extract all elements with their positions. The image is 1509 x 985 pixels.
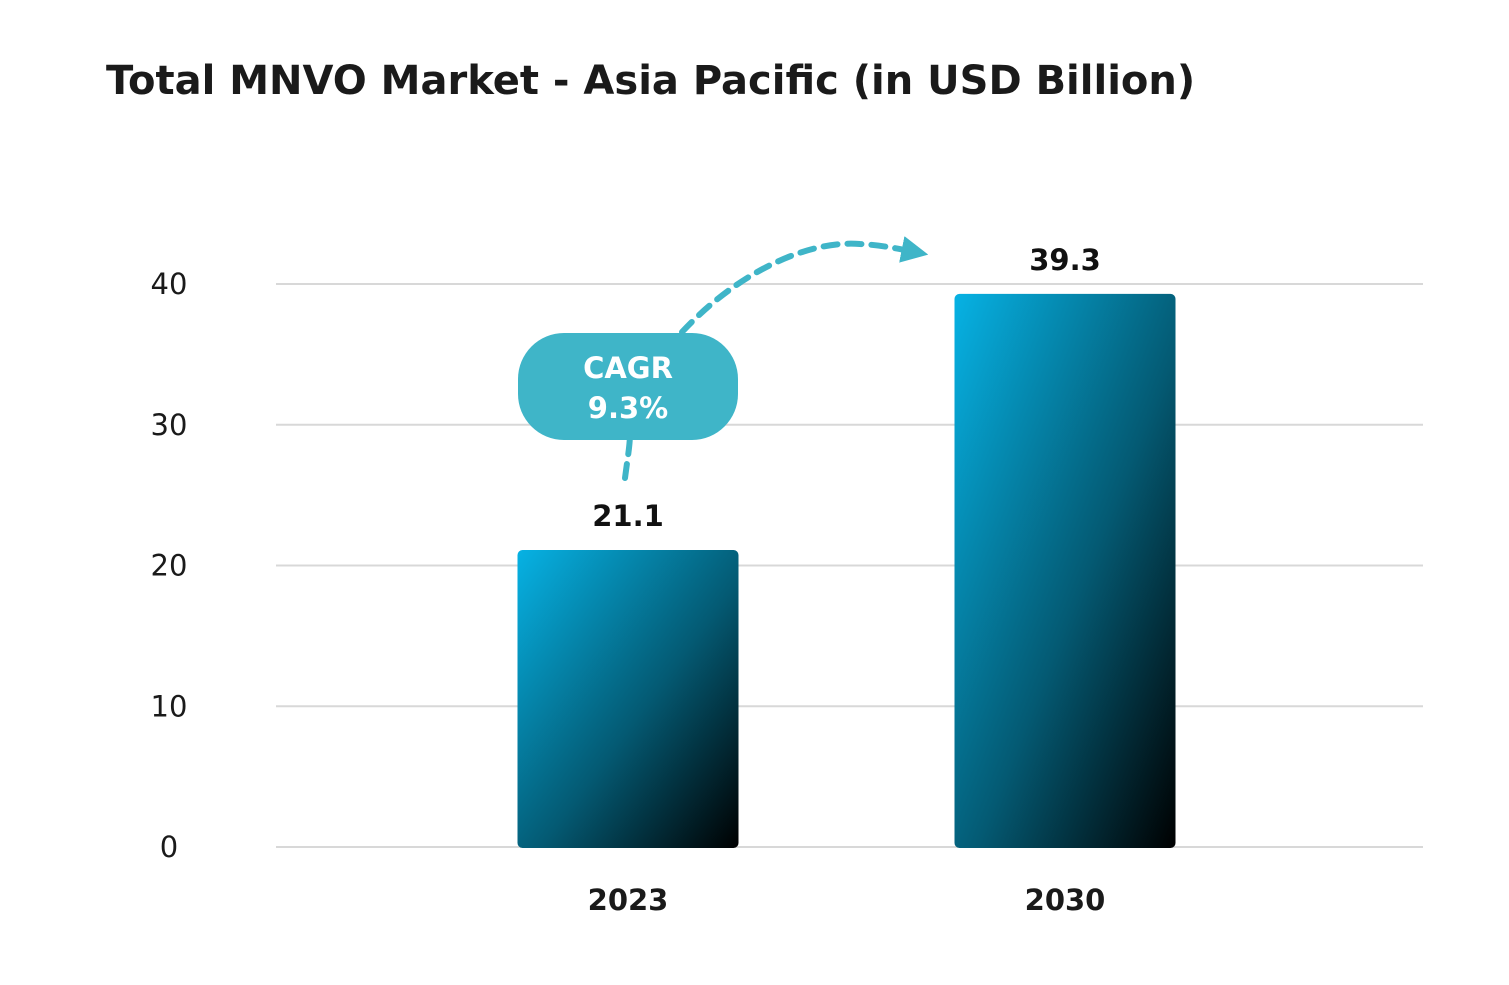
cagr-annotation: CAGR 9.3% [518, 236, 929, 481]
y-axis-ticks: 0 10 20 30 40 [151, 267, 188, 864]
bar-2030 [954, 293, 1176, 848]
data-label-2023: 21.1 [592, 499, 664, 533]
y-tick-label-30: 30 [151, 408, 188, 442]
cagr-arrow [679, 236, 929, 335]
data-labels: 21.1 39.3 [592, 243, 1101, 533]
cagr-badge [518, 333, 738, 440]
y-tick-label-0: 0 [160, 830, 178, 864]
y-tick-label-20: 20 [151, 549, 188, 583]
x-tick-label-2023: 2023 [588, 883, 669, 917]
x-tick-label-2030: 2030 [1025, 883, 1106, 917]
y-tick-label-40: 40 [151, 267, 188, 301]
y-tick-label-10: 10 [151, 689, 188, 723]
cagr-arrow-tail [622, 429, 633, 481]
bar-2023 [517, 550, 739, 848]
bars [517, 293, 1176, 848]
gridlines [276, 283, 1423, 848]
cagr-value: 9.3% [588, 391, 668, 425]
chart-title: Total MNVO Market - Asia Pacific (in USD… [106, 58, 1196, 104]
data-label-2030: 39.3 [1029, 243, 1101, 277]
x-axis-labels: 2023 2030 [588, 883, 1106, 917]
cagr-label: CAGR [583, 351, 673, 385]
